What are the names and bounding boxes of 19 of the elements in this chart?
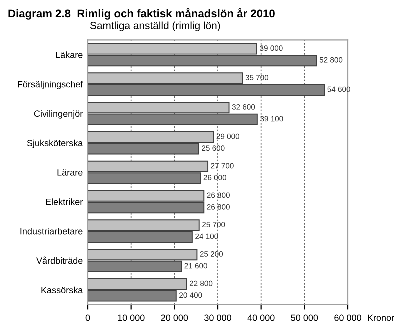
x-tick-label: 20 000 [161,314,188,322]
x-tick-label: 60 000 [334,314,362,322]
x-tick-label: 10 000 [118,314,145,322]
x-tick-label: 30 000 [204,314,232,322]
x-tick-label: 40 000 [248,314,275,322]
y-tick-label: Sjuksköterska [27,140,84,148]
y-tick-label: Kassörska [42,286,84,294]
chart-subtitle: Samtliga anställd (rimlig lön) [90,22,220,32]
x-axis-title: Kronor [368,314,394,322]
y-tick-label: Vårdbiträde [36,256,83,264]
y-tick-label: Civilingenjör [34,110,83,119]
x-tick-label: 50 000 [291,314,318,322]
y-tick-label: Läkare [56,52,83,58]
y-tick-label: Lärare [58,170,83,176]
x-tick-label: 0 [86,314,90,322]
y-tick-label: Försäljningschef [18,81,84,90]
y-tick-label: Industriarbetare [20,228,83,235]
y-tick-label: Elektriker [46,198,83,206]
chart-title: Diagram 2.8 Rimlig och faktisk månadslön år 2010 [8,8,275,20]
